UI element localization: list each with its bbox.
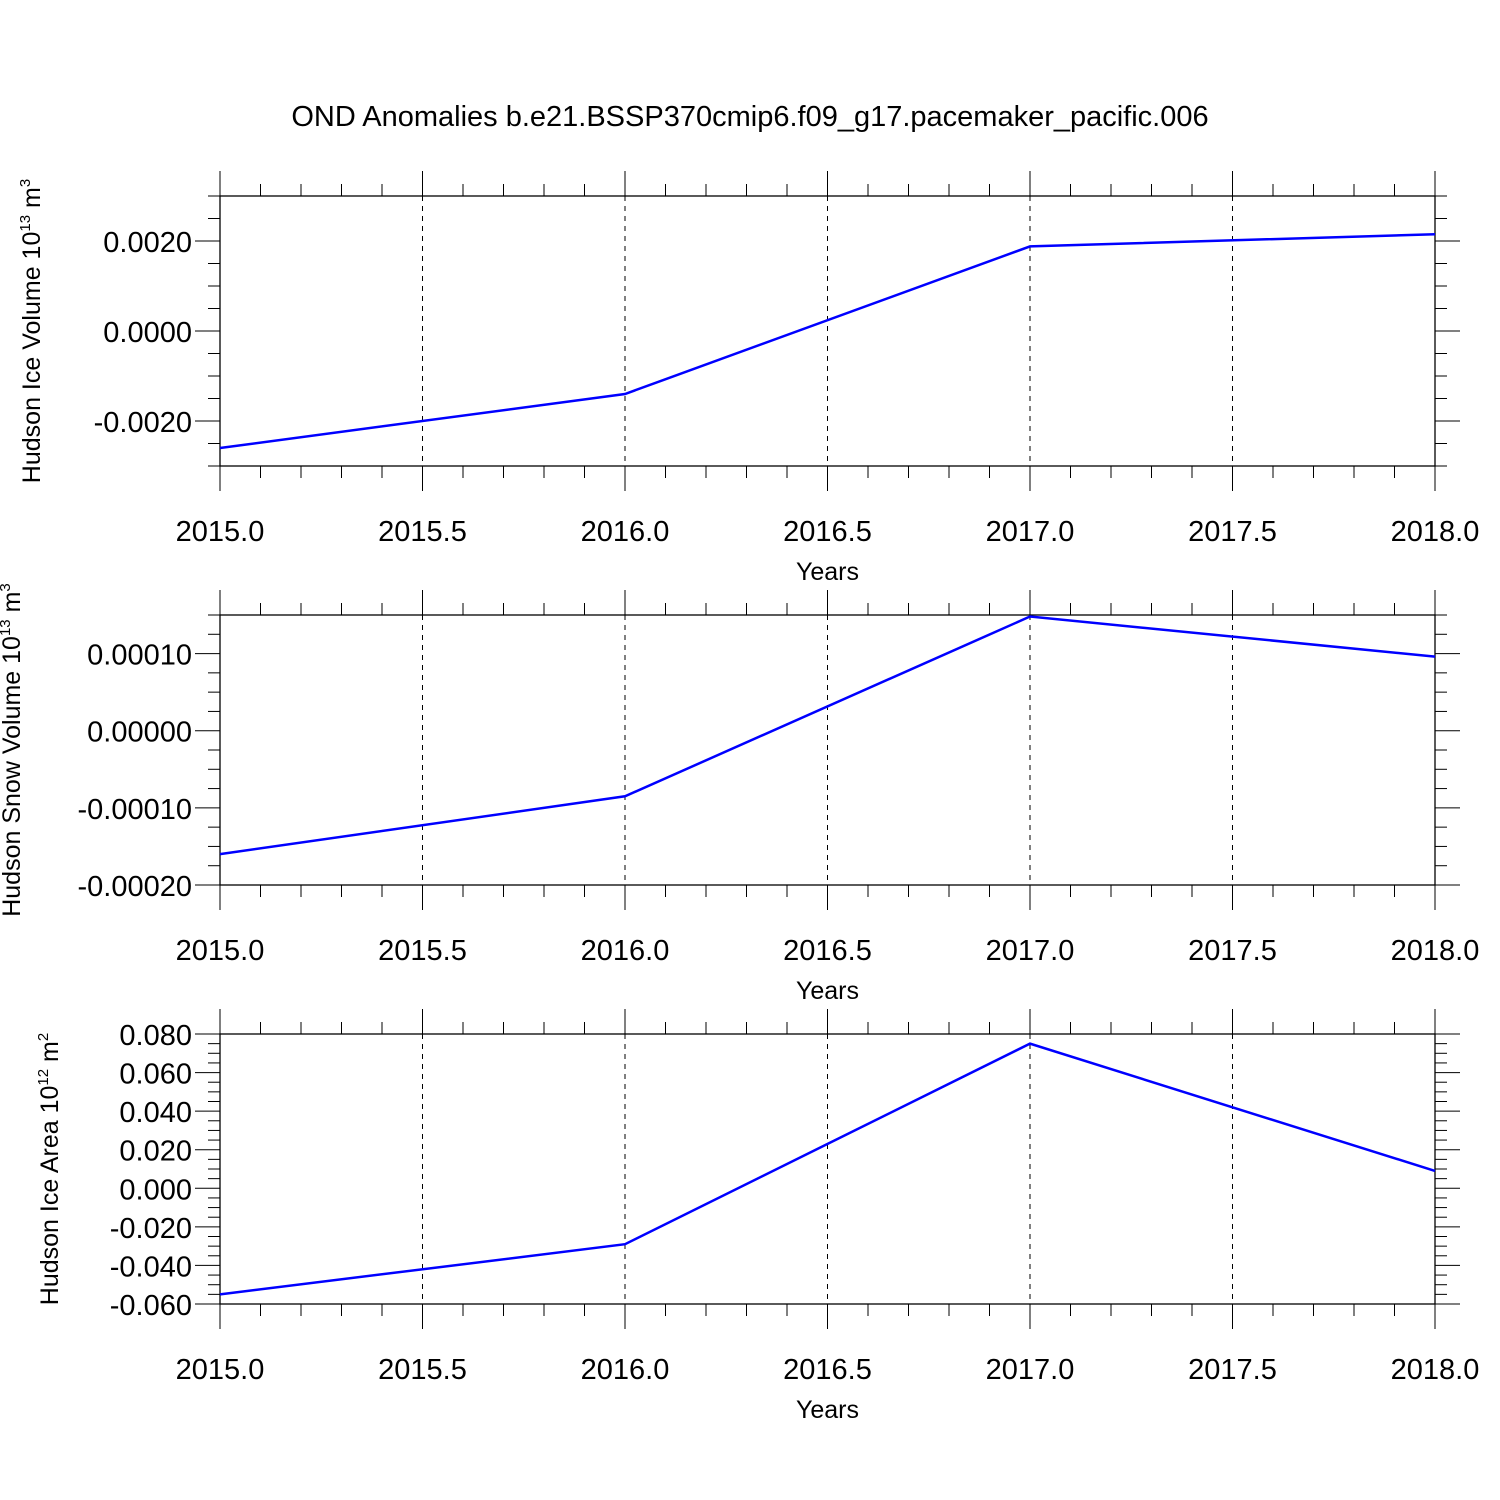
y-tick-label: 0.0020 [103,227,192,259]
y-tick-label: 0.060 [119,1059,192,1091]
series-line [219,1042,1436,1296]
x-tick-label: 2017.0 [986,516,1075,548]
x-tick-label: 2015.0 [176,516,265,548]
x-tick-label: 2016.0 [581,1354,670,1386]
y-tick-label: 0.00010 [87,640,192,672]
x-tick-label: 2016.5 [783,1354,872,1386]
series-line [219,233,1436,450]
y-tick-label: -0.020 [110,1213,192,1245]
y-tick-label: -0.00020 [78,871,193,903]
chart-panel-1: 0.0020 0.0000 -0.0020 2015.0 2015.5 2016.0 201… [17,171,1479,586]
y-tick-label: -0.060 [110,1290,192,1322]
x-tick-label: 2016.0 [581,516,670,548]
x-tick-label: 2015.5 [378,1354,467,1386]
y-tick-label: 0.000 [119,1174,192,1206]
x-tick-label: 2015.5 [378,516,467,548]
x-tick-label: 2017.5 [1188,935,1277,967]
x-tick-label: 2016.0 [581,935,670,967]
y-tick-label: 0.0000 [103,317,192,349]
y-tick-label: 0.00000 [87,717,192,749]
x-tick-label: 2016.5 [783,516,872,548]
y-tick-label: 0.040 [119,1097,192,1129]
x-tick-label: 2017.5 [1188,516,1277,548]
series-line [219,615,1436,856]
y-tick-label: -0.0020 [94,407,192,439]
x-tick-label: 2018.0 [1391,935,1480,967]
figure-title: OND Anomalies b.e21.BSSP370cmip6.f09_g17… [291,101,1208,133]
x-tick-label: 2016.5 [783,935,872,967]
y-axis-label: Hudson Ice Area 1012 m2 [35,1033,64,1305]
y-tick-label: 0.020 [119,1136,192,1168]
chart-panel-2: 0.00010 0.00000 -0.00010 -0.00020 2015.0 2015… [0,583,1479,1005]
y-tick-label: -0.00010 [78,794,193,826]
chart-panel-3: 0.080 0.060 0.040 0.020 0.000 -0.020 -0.040 -0.… [35,1009,1479,1424]
x-tick-label: 2017.5 [1188,1354,1277,1386]
x-axis-label: Years [796,1396,859,1424]
x-tick-label: 2018.0 [1391,516,1480,548]
x-tick-label: 2018.0 [1391,1354,1480,1386]
x-tick-label: 2015.0 [176,935,265,967]
y-tick-label: 0.080 [119,1020,192,1052]
x-axis-label: Years [796,558,859,586]
y-axis-label: Hudson Snow Volume 1013 m3 [0,583,26,917]
x-axis-label: Years [796,977,859,1005]
x-tick-label: 2017.0 [986,935,1075,967]
x-tick-label: 2015.5 [378,935,467,967]
x-tick-label: 2017.0 [986,1354,1075,1386]
y-tick-label: -0.040 [110,1251,192,1283]
x-tick-label: 2015.0 [176,1354,265,1386]
y-axis-label: Hudson Ice Volume 1013 m3 [17,179,46,483]
